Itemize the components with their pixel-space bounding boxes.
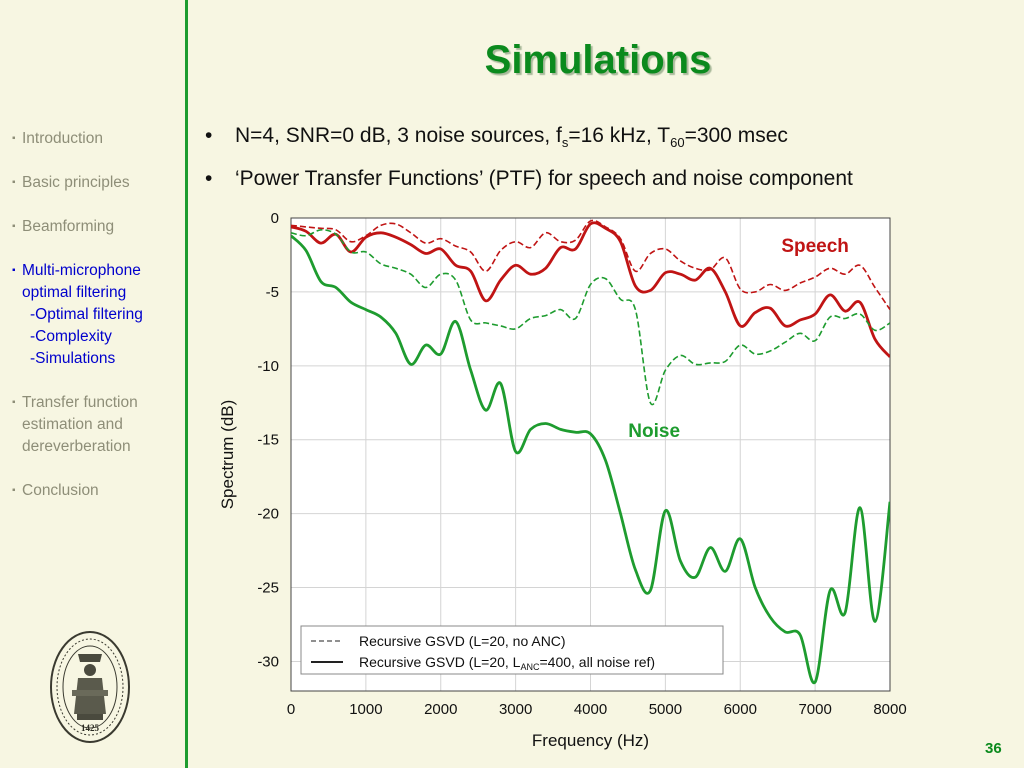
- nav-bullet-icon: ▪: [12, 177, 16, 188]
- nav-item-label-line2: optimal filtering: [22, 284, 127, 301]
- nav-item-introduction[interactable]: ▪ Introduction: [12, 128, 184, 150]
- nav-item-beamforming[interactable]: ▪ Beamforming: [12, 216, 184, 238]
- seal-year: 1425: [81, 723, 100, 733]
- annotation-speech: Speech: [781, 236, 849, 257]
- bullet-dot-icon: •: [205, 167, 213, 190]
- nav-item-transfer-function[interactable]: ▪ Transfer function estimation and derev…: [12, 392, 184, 458]
- bullet-item-ptf: • ‘Power Transfer Functions’ (PTF) for sp…: [205, 167, 853, 190]
- y-tick-label: -15: [257, 432, 279, 449]
- x-tick-label: 2000: [424, 701, 457, 718]
- nav-bullet-icon: ▪: [12, 397, 16, 408]
- x-tick-label: 3000: [499, 701, 532, 718]
- sidebar-divider: [185, 0, 188, 768]
- bullet-item-parameters: • N=4, SNR=0 dB, 3 noise sources, fs=16 k…: [205, 124, 788, 151]
- series-line-speech-anc: [291, 221, 890, 358]
- slide-title: Simulations: [484, 38, 712, 82]
- nav-subitem-complexity[interactable]: -Complexity: [30, 328, 112, 345]
- x-tick-label: 0: [287, 701, 295, 718]
- nav-item-label: Beamforming: [22, 218, 115, 235]
- outline-nav: ▪ Introduction ▪ Basic principles ▪ Beam…: [12, 128, 184, 524]
- nav-bullet-icon: ▪: [12, 485, 16, 496]
- y-tick-label: -25: [257, 580, 279, 597]
- nav-subitem-simulations[interactable]: -Simulations: [30, 350, 116, 367]
- legend-label: Recursive GSVD (L=20, LANC=400, all nois…: [359, 654, 655, 672]
- page-number: 36: [985, 740, 1002, 757]
- nav-bullet-icon: ▪: [12, 265, 16, 276]
- nav-item-multi-microphone[interactable]: ▪ Multi-microphone optimal filtering -Op…: [12, 260, 184, 370]
- y-tick-label: -30: [257, 653, 279, 670]
- nav-item-label-line3: dereverberation: [22, 438, 131, 455]
- legend-label: Recursive GSVD (L=20, no ANC): [359, 633, 566, 649]
- university-seal-logo: 1425: [50, 631, 130, 743]
- bullet-dot-icon: •: [205, 124, 213, 147]
- x-tick-label: 4000: [574, 701, 607, 718]
- nav-item-label: Introduction: [22, 130, 103, 147]
- x-axis-label: Frequency (Hz): [532, 731, 649, 750]
- nav-item-label: Multi-microphone: [22, 262, 141, 279]
- nav-subitem-optimal-filtering[interactable]: -Optimal filtering: [30, 306, 143, 323]
- x-tick-label: 5000: [649, 701, 682, 718]
- series-line-speech-no-anc: [291, 219, 890, 311]
- series-line-noise-no-anc: [291, 228, 890, 406]
- annotation-noise: Noise: [628, 421, 680, 442]
- nav-item-label: Conclusion: [22, 482, 99, 499]
- nav-item-label: Transfer function: [22, 394, 138, 411]
- plot-frame: [290, 217, 891, 692]
- bullet-list: • N=4, SNR=0 dB, 3 noise sources, fs=16 k…: [205, 124, 853, 210]
- nav-bullet-icon: ▪: [12, 133, 16, 144]
- nav-item-conclusion[interactable]: ▪ Conclusion: [12, 480, 184, 502]
- x-tick-label: 1000: [349, 701, 382, 718]
- nav-item-label-line2: estimation and: [22, 416, 123, 433]
- x-tick-label: 8000: [873, 701, 906, 718]
- x-tick-label: 6000: [724, 701, 757, 718]
- ptf-chart: 0 1000 2000 3000 4000 5000 6000 7000 8000 0 -5 -10 -…: [218, 210, 907, 750]
- y-tick-label: -5: [266, 284, 279, 301]
- y-tick-label: -10: [257, 358, 279, 375]
- y-tick-label: -20: [257, 506, 279, 523]
- nav-item-label: Basic principles: [22, 174, 130, 191]
- nav-bullet-icon: ▪: [12, 221, 16, 232]
- y-axis-label: Spectrum (dB): [218, 400, 237, 510]
- legend-box: [300, 625, 724, 675]
- series-line-noise-anc: [291, 234, 890, 685]
- nav-item-basic-principles[interactable]: ▪ Basic principles: [12, 172, 184, 194]
- x-tick-label: 7000: [798, 701, 831, 718]
- y-tick-label: 0: [271, 210, 279, 227]
